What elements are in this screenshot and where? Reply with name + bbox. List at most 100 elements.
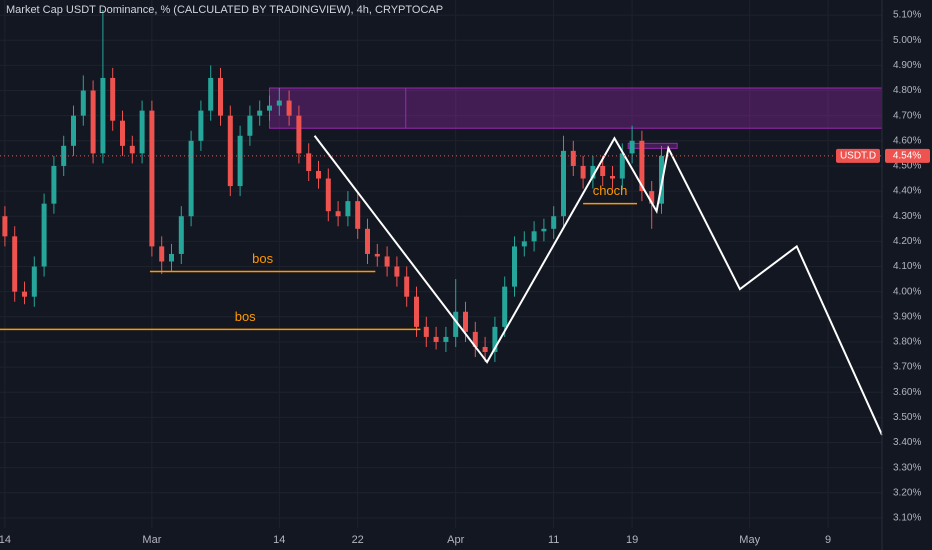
y-tick-label: 4.90% — [893, 60, 921, 71]
y-tick-label: 4.80% — [893, 85, 921, 96]
candle-body — [120, 120, 125, 146]
price-label: 4.54% — [893, 151, 921, 162]
candle-body — [384, 256, 390, 267]
y-tick-label: 3.20% — [893, 487, 921, 498]
candle-body — [51, 165, 57, 204]
candle-body — [619, 153, 625, 179]
y-tick-label: 4.00% — [893, 286, 921, 297]
candle-body — [394, 266, 400, 277]
x-tick-label: Mar — [142, 534, 161, 546]
candle-body — [365, 228, 370, 254]
candle-body — [169, 253, 174, 262]
candle-body — [41, 203, 47, 267]
candle-body — [639, 140, 645, 192]
level-label: bos — [252, 251, 273, 266]
candle-body — [129, 145, 135, 154]
candle-body — [512, 246, 517, 287]
candle-body — [71, 115, 76, 146]
candle-body — [531, 231, 537, 242]
y-tick-label: 4.40% — [893, 186, 921, 197]
x-tick-label: 9 — [825, 534, 831, 546]
candle-body — [296, 115, 302, 154]
candle-body — [414, 296, 419, 327]
candle-body — [80, 90, 86, 116]
level-label: bos — [235, 309, 256, 324]
projection-path — [313, 135, 883, 436]
candle-body — [649, 191, 655, 204]
y-tick-label: 3.80% — [893, 337, 921, 348]
y-tick-label: 5.10% — [893, 10, 921, 21]
y-tick-label: 4.30% — [893, 211, 921, 222]
candle-body — [355, 201, 361, 229]
candle-body — [374, 253, 380, 257]
candle-body — [443, 336, 449, 342]
y-tick-label: 3.70% — [893, 362, 921, 373]
candle-body — [12, 236, 18, 292]
candle-body — [267, 105, 272, 111]
candle-body — [218, 77, 223, 116]
x-tick-label: 19 — [626, 534, 638, 546]
candle-body — [276, 100, 282, 106]
candle-body — [551, 216, 557, 229]
candle-body — [502, 286, 508, 327]
y-tick-label: 4.20% — [893, 236, 921, 247]
candle-body — [61, 145, 67, 166]
candle-body — [404, 276, 410, 297]
candle-body — [139, 110, 145, 154]
candle-body — [423, 326, 429, 337]
y-tick-label: 3.50% — [893, 412, 921, 423]
candle-body — [198, 110, 204, 141]
candle-body — [247, 115, 253, 136]
candle-body — [306, 153, 312, 171]
y-tick-label: 3.60% — [893, 387, 921, 398]
chart-title: Market Cap USDT Dominance, % (CALCULATED… — [6, 4, 443, 16]
candle-body — [521, 241, 527, 247]
candle-body — [257, 110, 263, 116]
candle-body — [31, 266, 37, 297]
candle-body — [345, 201, 351, 217]
y-tick-label: 4.50% — [893, 161, 921, 172]
candle-body — [100, 77, 106, 154]
candle-body — [541, 228, 547, 232]
candle-body — [561, 150, 566, 217]
candle-body — [570, 150, 576, 166]
candle-body — [149, 110, 155, 247]
price-tag — [885, 148, 930, 163]
x-tick-label: 11 — [548, 534, 559, 546]
symbol-label: USDT.D — [840, 151, 876, 162]
y-tick-label: 5.00% — [893, 35, 921, 46]
candle-body — [453, 311, 459, 337]
y-tick-label: 3.90% — [893, 311, 921, 322]
candle-body — [610, 176, 615, 179]
candle-body — [629, 140, 635, 154]
y-tick-label: 3.30% — [893, 462, 921, 473]
candle-body — [159, 246, 165, 262]
y-tick-label: 3.40% — [893, 437, 921, 448]
y-tick-label: 3.10% — [893, 513, 921, 524]
candle-body — [208, 77, 214, 111]
candle-body — [590, 165, 596, 179]
candle-body — [188, 140, 194, 217]
candle-body — [433, 336, 439, 342]
candle-body — [2, 216, 8, 237]
x-tick-label: Apr — [447, 534, 464, 546]
x-tick-label: 22 — [352, 534, 364, 546]
symbol-tag — [836, 148, 880, 163]
candle-body — [472, 331, 478, 347]
candle-body — [110, 77, 116, 121]
x-tick-label: 14 — [273, 534, 285, 546]
candle-body — [286, 100, 292, 116]
candle-body — [237, 135, 243, 187]
y-tick-label: 4.60% — [893, 135, 921, 146]
candle-body — [580, 165, 586, 179]
y-tick-label: 4.70% — [893, 110, 921, 121]
x-tick-label: 14 — [0, 534, 11, 546]
candle-body — [178, 216, 184, 254]
zone — [627, 142, 678, 149]
candle-body — [22, 291, 27, 297]
candle-body — [316, 170, 321, 179]
candle-body — [482, 346, 488, 352]
candle-body — [463, 311, 468, 332]
